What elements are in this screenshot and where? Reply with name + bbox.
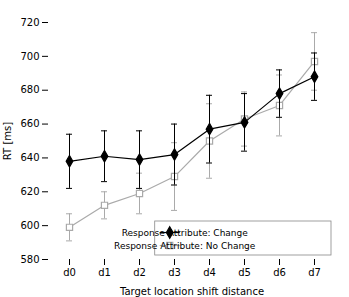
svg-text:d4: d4 <box>203 267 216 278</box>
svg-text:680: 680 <box>20 84 39 95</box>
svg-text:d0: d0 <box>63 267 76 278</box>
svg-text:d2: d2 <box>133 267 146 278</box>
svg-text:580: 580 <box>20 254 39 265</box>
svg-text:700: 700 <box>20 51 39 62</box>
svg-text:d1: d1 <box>98 267 111 278</box>
svg-text:d6: d6 <box>273 267 286 278</box>
svg-text:d7: d7 <box>308 267 321 278</box>
svg-text:Target location shift distance: Target location shift distance <box>119 286 264 297</box>
svg-text:Response Attribute: No Change: Response Attribute: No Change <box>114 241 256 251</box>
svg-text:RT [ms]: RT [ms] <box>2 122 13 160</box>
svg-text:640: 640 <box>20 152 39 163</box>
svg-text:d5: d5 <box>238 267 251 278</box>
svg-text:720: 720 <box>20 17 39 28</box>
svg-text:660: 660 <box>20 118 39 129</box>
svg-text:d3: d3 <box>168 267 181 278</box>
svg-text:620: 620 <box>20 186 39 197</box>
svg-text:600: 600 <box>20 220 39 231</box>
svg-text:Response Attribute: Change: Response Attribute: Change <box>122 228 249 238</box>
